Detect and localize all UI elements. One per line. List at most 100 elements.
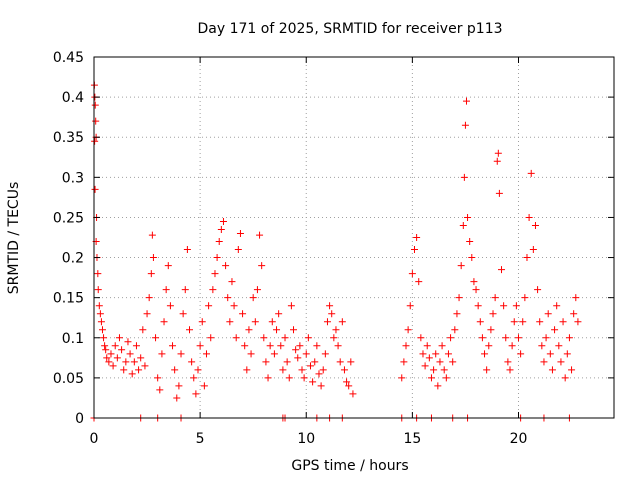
data-point — [457, 262, 465, 270]
data-point — [283, 358, 291, 366]
data-point — [568, 366, 576, 374]
y-tick-label: 0.15 — [53, 291, 84, 307]
data-point — [158, 350, 166, 358]
data-point — [290, 326, 298, 334]
data-point — [120, 366, 128, 374]
data-point — [202, 350, 210, 358]
y-tick-label: 0.1 — [62, 331, 84, 347]
data-point — [449, 358, 457, 366]
data-point — [517, 350, 525, 358]
data-point — [540, 358, 548, 366]
data-point — [179, 310, 187, 318]
data-point — [207, 334, 215, 342]
data-point — [139, 326, 147, 334]
data-point — [219, 217, 227, 225]
data-point — [101, 342, 109, 350]
data-point — [434, 382, 442, 390]
data-point — [525, 213, 533, 221]
data-point — [472, 286, 480, 294]
data-point — [194, 366, 202, 374]
data-point — [512, 302, 520, 310]
data-point — [574, 318, 582, 326]
data-point — [481, 350, 489, 358]
data-point — [419, 350, 427, 358]
data-point — [105, 358, 113, 366]
data-point — [266, 342, 274, 350]
data-point — [489, 310, 497, 318]
data-point — [141, 362, 149, 370]
data-point — [502, 334, 510, 342]
data-point — [264, 374, 272, 382]
data-point — [349, 390, 357, 398]
data-point — [338, 318, 346, 326]
data-point — [462, 97, 470, 105]
data-point — [406, 302, 414, 310]
plot-frame — [93, 56, 615, 419]
data-point — [557, 358, 565, 366]
data-point — [459, 221, 467, 229]
data-point — [145, 294, 153, 302]
data-point — [521, 294, 529, 302]
data-point — [432, 350, 440, 358]
data-point — [336, 358, 344, 366]
data-point — [436, 358, 444, 366]
data-point — [555, 342, 563, 350]
data-point — [536, 318, 544, 326]
data-point — [173, 394, 181, 402]
data-point — [321, 350, 329, 358]
data-point — [553, 302, 561, 310]
data-point — [209, 286, 217, 294]
data-point — [423, 342, 431, 350]
data-point — [103, 354, 111, 362]
data-point — [572, 294, 580, 302]
data-point — [94, 270, 102, 278]
data-point — [529, 246, 537, 254]
data-point — [256, 231, 264, 239]
data-point — [149, 254, 157, 262]
data-point — [258, 262, 266, 270]
gridlines — [94, 57, 614, 418]
data-point — [166, 302, 174, 310]
data-point — [268, 318, 276, 326]
data-point — [478, 334, 486, 342]
data-point — [152, 334, 160, 342]
data-point — [323, 318, 331, 326]
data-point — [302, 350, 310, 358]
data-point — [427, 374, 435, 382]
data-point — [315, 370, 323, 378]
data-point — [234, 246, 242, 254]
data-point — [534, 286, 542, 294]
data-point — [451, 326, 459, 334]
data-point — [241, 342, 249, 350]
data-point — [300, 374, 308, 382]
y-tick-label: 0 — [75, 411, 84, 427]
data-point — [491, 294, 499, 302]
data-point — [251, 318, 259, 326]
data-point — [343, 378, 351, 386]
data-point — [126, 350, 134, 358]
y-tick-label: 0.3 — [62, 170, 84, 186]
data-point — [186, 326, 194, 334]
data-point — [483, 366, 491, 374]
data-point — [213, 254, 221, 262]
data-point — [98, 326, 106, 334]
y-tick-label: 0.05 — [53, 371, 84, 387]
data-point — [285, 374, 293, 382]
data-point — [132, 342, 140, 350]
data-point — [175, 382, 183, 390]
data-point — [211, 270, 219, 278]
axis-ticks: 0 0.05 0.1 0.15 0.2 0.25 0.3 0.35 0.4 0.45 0 5 10 15 2… — [53, 50, 614, 447]
data-point — [109, 362, 117, 370]
data-point — [124, 338, 132, 346]
data-point — [304, 334, 312, 342]
x-tick-label: 15 — [403, 431, 421, 447]
data-point — [527, 169, 535, 177]
data-point — [253, 286, 261, 294]
data-point — [222, 262, 230, 270]
data-point — [181, 286, 189, 294]
data-point — [277, 342, 285, 350]
data-point — [239, 310, 247, 318]
data-point — [273, 326, 281, 334]
data-point — [102, 346, 110, 354]
